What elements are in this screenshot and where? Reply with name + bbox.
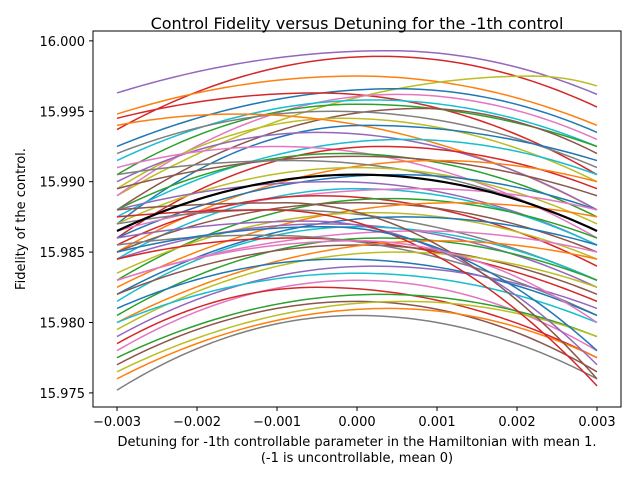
x-tick-label-5: 0.002 xyxy=(498,415,535,430)
series-line-mean xyxy=(116,173,598,232)
x-tick-label-1: −0.002 xyxy=(173,415,221,430)
y-tick-label-0: 15.975 xyxy=(40,387,86,402)
series-line-35 xyxy=(116,225,598,303)
series-line-28 xyxy=(116,197,598,281)
y-tick-label-5: 16.000 xyxy=(40,35,86,50)
y-tick-label-2: 15.985 xyxy=(40,246,86,261)
series-line-4 xyxy=(116,87,598,148)
series-line-14 xyxy=(116,131,598,211)
series-line-38 xyxy=(116,237,598,317)
series-line-10 xyxy=(116,110,598,169)
series-line-18 xyxy=(116,152,598,218)
series-line-45 xyxy=(116,272,598,324)
series-line-6 xyxy=(116,93,598,197)
x-axis-label-line1: Detuning for -1th controllable parameter… xyxy=(117,435,596,450)
series-line-0 xyxy=(116,49,598,96)
series-line-9 xyxy=(116,107,598,211)
x-tick-label-3: 0.000 xyxy=(338,415,375,430)
series-line-5 xyxy=(116,92,598,176)
chart-title: Control Fidelity versus Detuning for the… xyxy=(151,14,564,33)
series-line-43 xyxy=(116,258,598,317)
series-layer xyxy=(116,49,598,391)
series-line-15 xyxy=(116,138,598,218)
series-line-56 xyxy=(116,225,598,352)
series-line-47 xyxy=(116,286,598,359)
y-tick-label-3: 15.990 xyxy=(40,176,86,191)
series-line-17 xyxy=(116,145,598,239)
x-axis-label-line2: (-1 is uncontrollable, mean 0) xyxy=(261,451,453,466)
y-axis: 15.975 15.980 15.985 15.990 15.995 16.000 xyxy=(40,35,93,402)
series-line-51 xyxy=(116,314,598,391)
series-line-39 xyxy=(116,244,598,296)
series-line-44 xyxy=(116,265,598,338)
series-line-19 xyxy=(116,155,598,197)
series-line-41 xyxy=(116,234,598,317)
series-line-31 xyxy=(116,209,598,281)
series-line-30 xyxy=(116,202,598,288)
series-line-16 xyxy=(116,145,598,239)
series-line-24 xyxy=(116,180,598,246)
x-tick-label-0: −0.003 xyxy=(93,415,141,430)
series-line-42 xyxy=(116,251,598,331)
x-axis: −0.003 −0.002 −0.001 0.000 0.001 0.002 0.003 xyxy=(93,407,616,430)
series-line-2 xyxy=(116,75,598,127)
series-line-23 xyxy=(116,173,598,239)
series-line-55 xyxy=(116,209,598,387)
series-line-40 xyxy=(116,240,598,324)
series-line-52 xyxy=(116,307,598,380)
series-line-57 xyxy=(116,240,598,324)
y-tick-label-1: 15.980 xyxy=(40,317,86,332)
series-line-53 xyxy=(116,220,598,366)
y-axis-label: Fidelity of the control. xyxy=(14,148,29,290)
series-line-29 xyxy=(116,202,598,253)
series-line-11 xyxy=(116,117,598,190)
series-line-8 xyxy=(116,103,598,176)
x-tick-label-4: 0.001 xyxy=(418,415,455,430)
series-line-54 xyxy=(116,202,598,380)
x-tick-label-2: −0.001 xyxy=(253,415,301,430)
x-tick-label-6: 0.003 xyxy=(578,415,615,430)
series-line-3 xyxy=(116,75,598,197)
series-line-50 xyxy=(116,300,598,373)
series-line-49 xyxy=(116,300,598,373)
y-tick-label-4: 15.995 xyxy=(40,105,86,120)
